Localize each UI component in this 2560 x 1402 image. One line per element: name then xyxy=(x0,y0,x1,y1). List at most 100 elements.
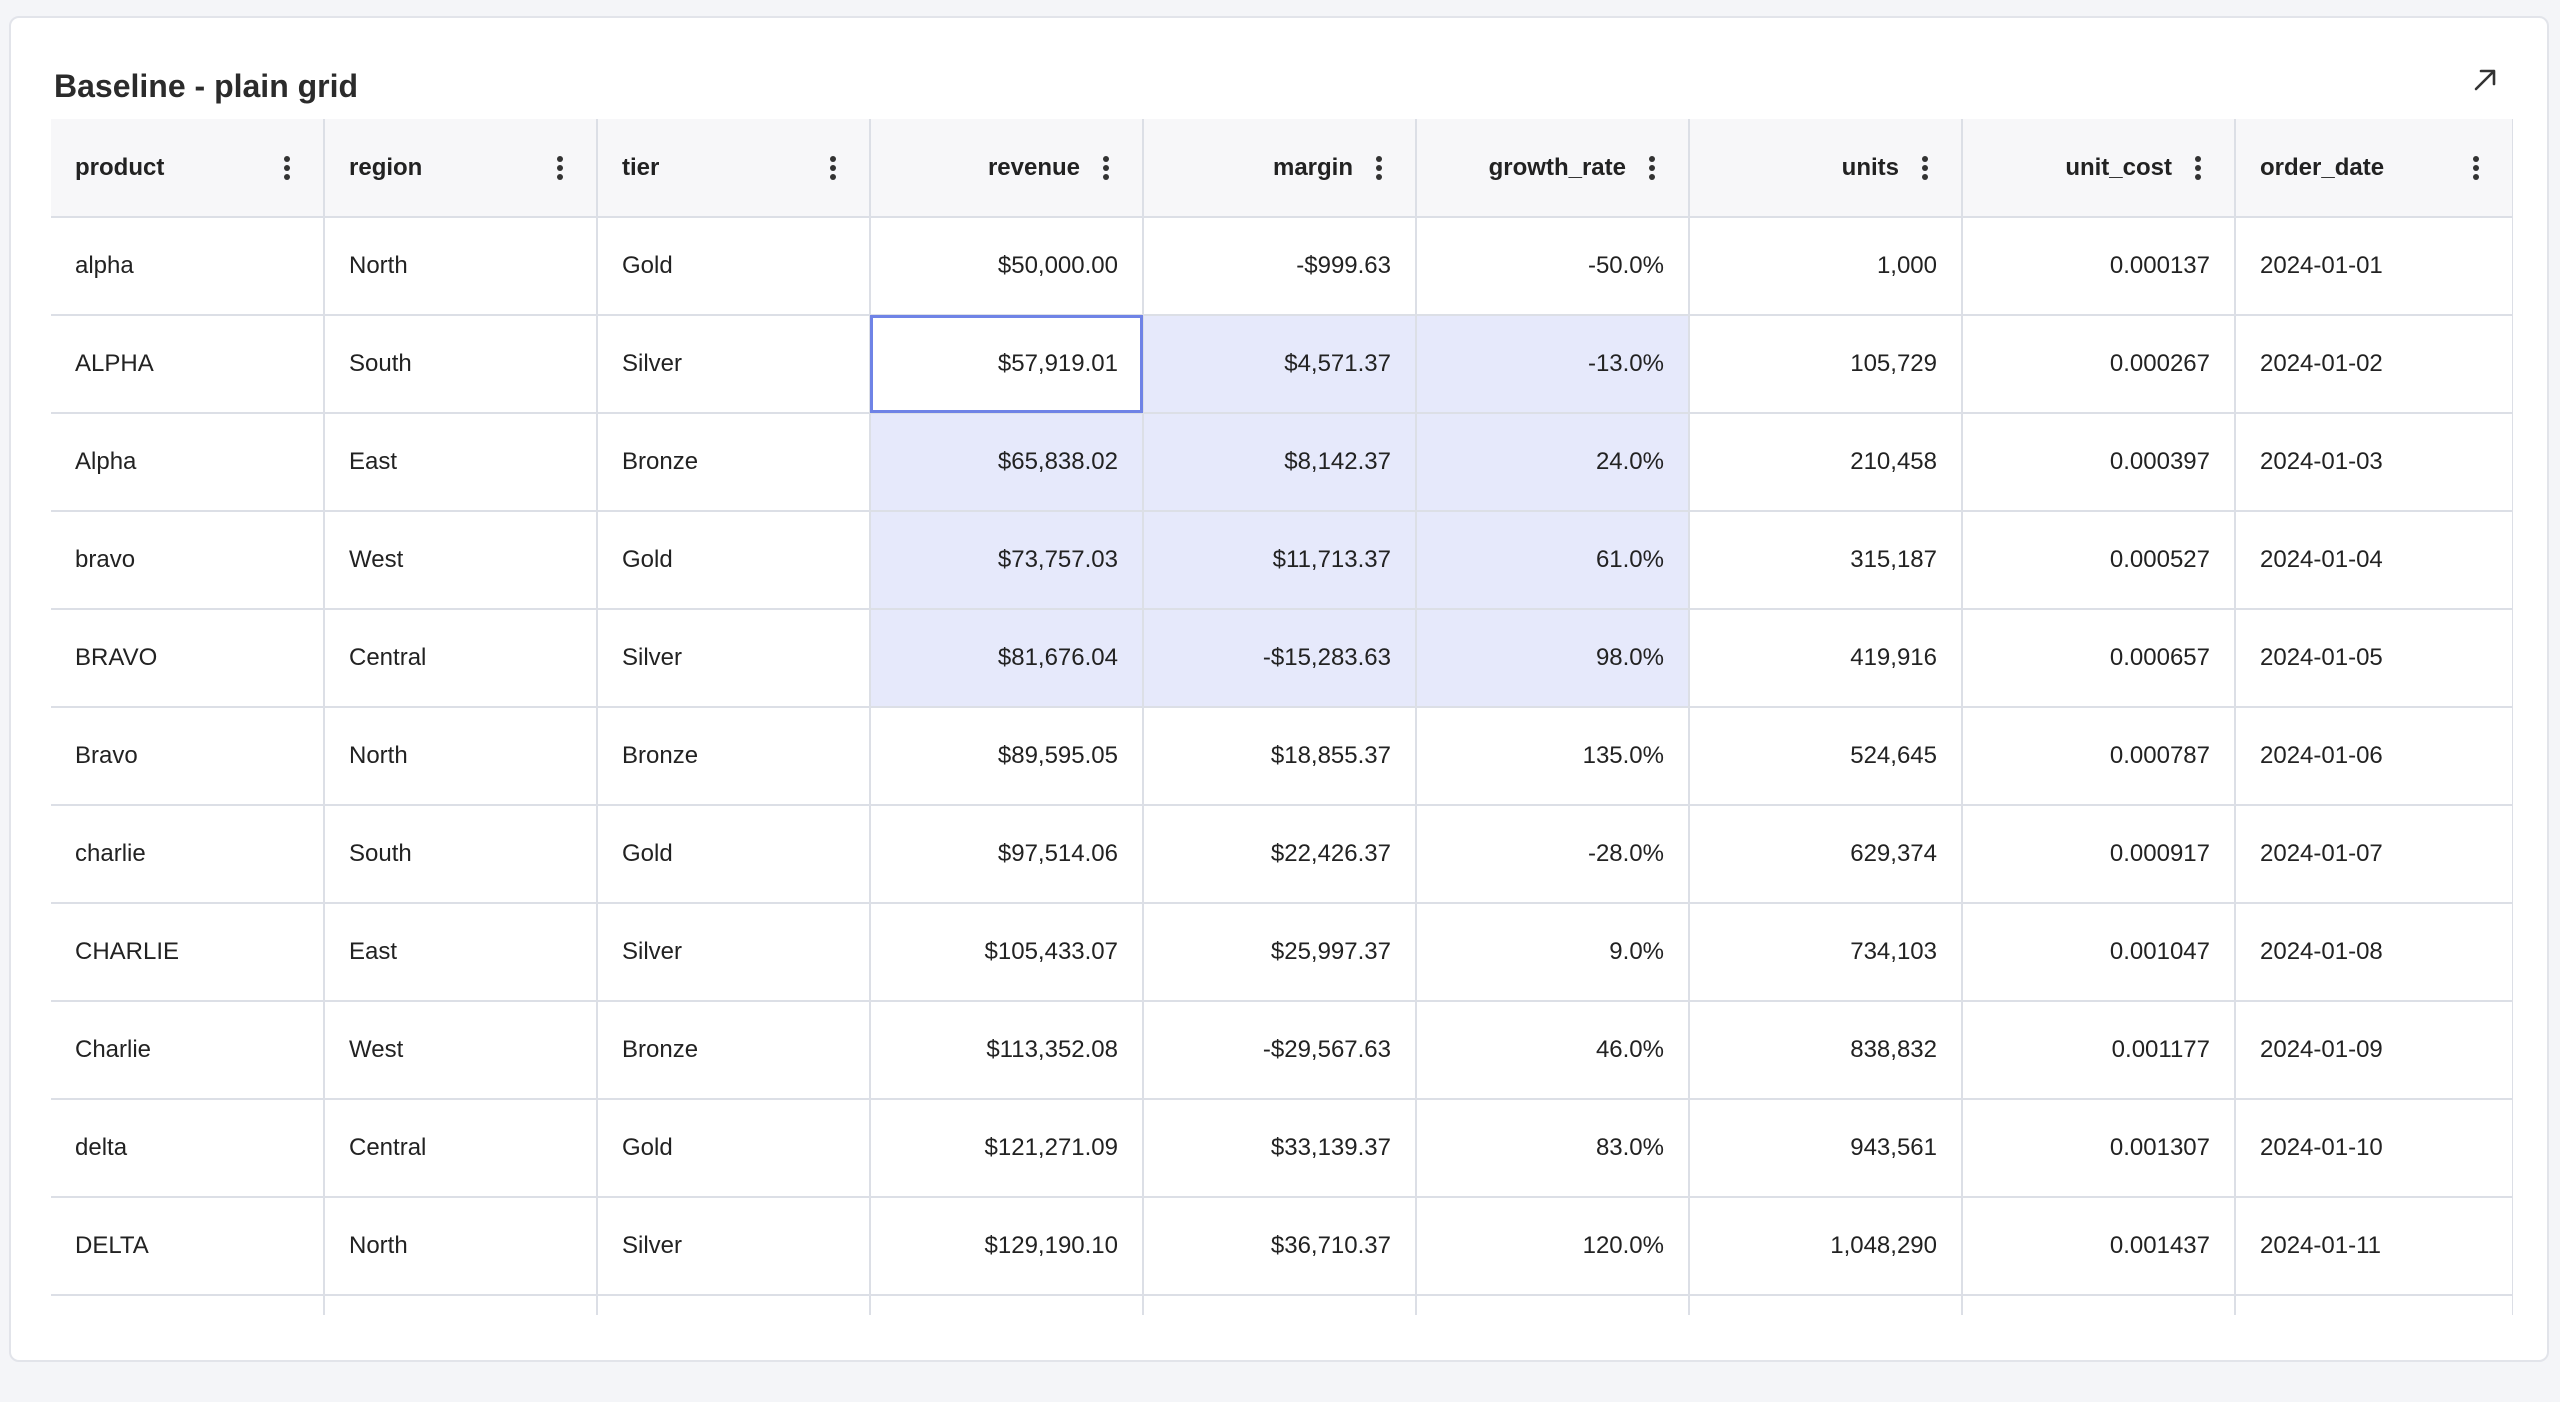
cell-growth_rate[interactable]: 24.0% xyxy=(1416,413,1690,512)
kebab-menu-icon[interactable] xyxy=(821,148,845,188)
kebab-menu-icon[interactable] xyxy=(2186,148,2210,188)
cell-growth_rate[interactable]: 61.0% xyxy=(1416,511,1690,610)
cell-growth_rate[interactable]: 120.0% xyxy=(1416,1197,1690,1296)
cell-unit_cost[interactable]: 0.000657 xyxy=(1962,609,2236,708)
column-header-growth_rate[interactable]: growth_rate xyxy=(1416,119,1690,218)
cell-product[interactable]: CHARLIE xyxy=(51,903,325,1002)
cell-region[interactable]: South xyxy=(324,805,598,904)
cell-region[interactable]: South xyxy=(324,315,598,414)
cell-units[interactable]: 524,645 xyxy=(1689,707,1963,806)
cell-units[interactable]: 629,374 xyxy=(1689,805,1963,904)
cell-units[interactable]: 838,832 xyxy=(1689,1001,1963,1100)
cell-revenue[interactable]: $121,271.09 xyxy=(870,1099,1144,1198)
cell-margin[interactable]: $18,855.37 xyxy=(1143,707,1417,806)
cell-unit_cost[interactable]: 0.001047 xyxy=(1962,903,2236,1002)
cell-tier[interactable]: Bronze xyxy=(597,413,871,512)
cell-units[interactable]: 210,458 xyxy=(1689,413,1963,512)
cell-unit_cost[interactable]: 0.000527 xyxy=(1962,511,2236,610)
column-header-revenue[interactable]: revenue xyxy=(870,119,1144,218)
cell-unit_cost[interactable]: 0.001437 xyxy=(1962,1197,2236,1296)
cell-product[interactable]: Bravo xyxy=(51,707,325,806)
cell-tier[interactable]: Silver xyxy=(597,315,871,414)
cell-growth_rate[interactable]: 9.0% xyxy=(1416,903,1690,1002)
cell-region[interactable]: North xyxy=(324,707,598,806)
cell-tier[interactable]: Bronze xyxy=(597,707,871,806)
cell-revenue[interactable]: $50,000.00 xyxy=(870,217,1144,316)
cell-margin[interactable]: -$15,283.63 xyxy=(1143,609,1417,708)
cell-revenue[interactable]: $89,595.05 xyxy=(870,707,1144,806)
cell-growth_rate[interactable]: -28.0% xyxy=(1416,805,1690,904)
cell-margin[interactable]: $4,571.37 xyxy=(1143,315,1417,414)
cell-region[interactable]: Central xyxy=(324,609,598,708)
cell-units[interactable]: 1,000 xyxy=(1689,217,1963,316)
cell-product[interactable]: charlie xyxy=(51,805,325,904)
cell-unit_cost[interactable]: 0.000397 xyxy=(1962,413,2236,512)
cell-product[interactable]: Alpha xyxy=(51,413,325,512)
cell-order_date[interactable]: 2024-01-10 xyxy=(2235,1099,2513,1198)
cell-margin[interactable]: -$29,567.63 xyxy=(1143,1001,1417,1100)
cell-revenue[interactable]: $105,433.07 xyxy=(870,903,1144,1002)
cell-margin[interactable]: $25,997.37 xyxy=(1143,903,1417,1002)
cell-order_date[interactable]: 2024-01-05 xyxy=(2235,609,2513,708)
cell-tier[interactable]: Silver xyxy=(597,903,871,1002)
column-header-order_date[interactable]: order_date xyxy=(2235,119,2513,218)
cell-margin[interactable]: $22,426.37 xyxy=(1143,805,1417,904)
cell-units[interactable]: 419,916 xyxy=(1689,609,1963,708)
cell-growth_rate[interactable]: -13.0% xyxy=(1416,315,1690,414)
column-header-tier[interactable]: tier xyxy=(597,119,871,218)
cell-growth_rate[interactable]: 46.0% xyxy=(1416,1001,1690,1100)
cell-order_date[interactable]: 2024-01-03 xyxy=(2235,413,2513,512)
cell-order_date[interactable]: 2024-01-02 xyxy=(2235,315,2513,414)
cell-revenue[interactable]: $57,919.01 xyxy=(870,315,1144,414)
cell-margin[interactable]: $36,710.37 xyxy=(1143,1197,1417,1296)
data-grid[interactable]: product region tier revenue margin growth_rat… xyxy=(51,119,2513,1315)
cell-order_date[interactable]: 2024-01-09 xyxy=(2235,1001,2513,1100)
cell-units[interactable]: 105,729 xyxy=(1689,315,1963,414)
expand-button[interactable] xyxy=(2461,56,2509,104)
cell-region[interactable]: West xyxy=(324,511,598,610)
cell-product[interactable]: bravo xyxy=(51,511,325,610)
kebab-menu-icon[interactable] xyxy=(1640,148,1664,188)
cell-tier[interactable]: Gold xyxy=(597,1099,871,1198)
cell-growth_rate[interactable]: 98.0% xyxy=(1416,609,1690,708)
cell-order_date[interactable]: 2024-01-01 xyxy=(2235,217,2513,316)
cell-units[interactable]: 315,187 xyxy=(1689,511,1963,610)
cell-product[interactable]: alpha xyxy=(51,217,325,316)
cell-tier[interactable]: Gold xyxy=(597,805,871,904)
cell-units[interactable]: 943,561 xyxy=(1689,1099,1963,1198)
cell-product[interactable]: BRAVO xyxy=(51,609,325,708)
cell-revenue[interactable]: $113,352.08 xyxy=(870,1001,1144,1100)
cell-margin[interactable]: $8,142.37 xyxy=(1143,413,1417,512)
cell-tier[interactable]: Gold xyxy=(597,511,871,610)
cell-unit_cost[interactable]: 0.000917 xyxy=(1962,805,2236,904)
cell-order_date[interactable]: 2024-01-06 xyxy=(2235,707,2513,806)
cell-revenue[interactable]: $81,676.04 xyxy=(870,609,1144,708)
cell-order_date[interactable]: 2024-01-11 xyxy=(2235,1197,2513,1296)
cell-growth_rate[interactable]: 135.0% xyxy=(1416,707,1690,806)
cell-revenue[interactable]: $73,757.03 xyxy=(870,511,1144,610)
cell-product[interactable]: Charlie xyxy=(51,1001,325,1100)
column-header-unit_cost[interactable]: unit_cost xyxy=(1962,119,2236,218)
kebab-menu-icon[interactable] xyxy=(2464,148,2488,188)
cell-tier[interactable]: Silver xyxy=(597,1197,871,1296)
cell-region[interactable]: North xyxy=(324,217,598,316)
cell-growth_rate[interactable]: -50.0% xyxy=(1416,217,1690,316)
cell-revenue[interactable]: $129,190.10 xyxy=(870,1197,1144,1296)
kebab-menu-icon[interactable] xyxy=(275,148,299,188)
cell-margin[interactable]: -$999.63 xyxy=(1143,217,1417,316)
cell-product[interactable]: DELTA xyxy=(51,1197,325,1296)
kebab-menu-icon[interactable] xyxy=(548,148,572,188)
cell-margin[interactable]: $33,139.37 xyxy=(1143,1099,1417,1198)
cell-revenue[interactable]: $97,514.06 xyxy=(870,805,1144,904)
cell-tier[interactable]: Silver xyxy=(597,609,871,708)
cell-unit_cost[interactable]: 0.001177 xyxy=(1962,1001,2236,1100)
cell-tier[interactable]: Bronze xyxy=(597,1001,871,1100)
cell-unit_cost[interactable]: 0.001307 xyxy=(1962,1099,2236,1198)
kebab-menu-icon[interactable] xyxy=(1094,148,1118,188)
cell-units[interactable]: 1,048,290 xyxy=(1689,1197,1963,1296)
cell-growth_rate[interactable]: 83.0% xyxy=(1416,1099,1690,1198)
column-header-units[interactable]: units xyxy=(1689,119,1963,218)
cell-unit_cost[interactable]: 0.000787 xyxy=(1962,707,2236,806)
cell-order_date[interactable]: 2024-01-04 xyxy=(2235,511,2513,610)
kebab-menu-icon[interactable] xyxy=(1913,148,1937,188)
